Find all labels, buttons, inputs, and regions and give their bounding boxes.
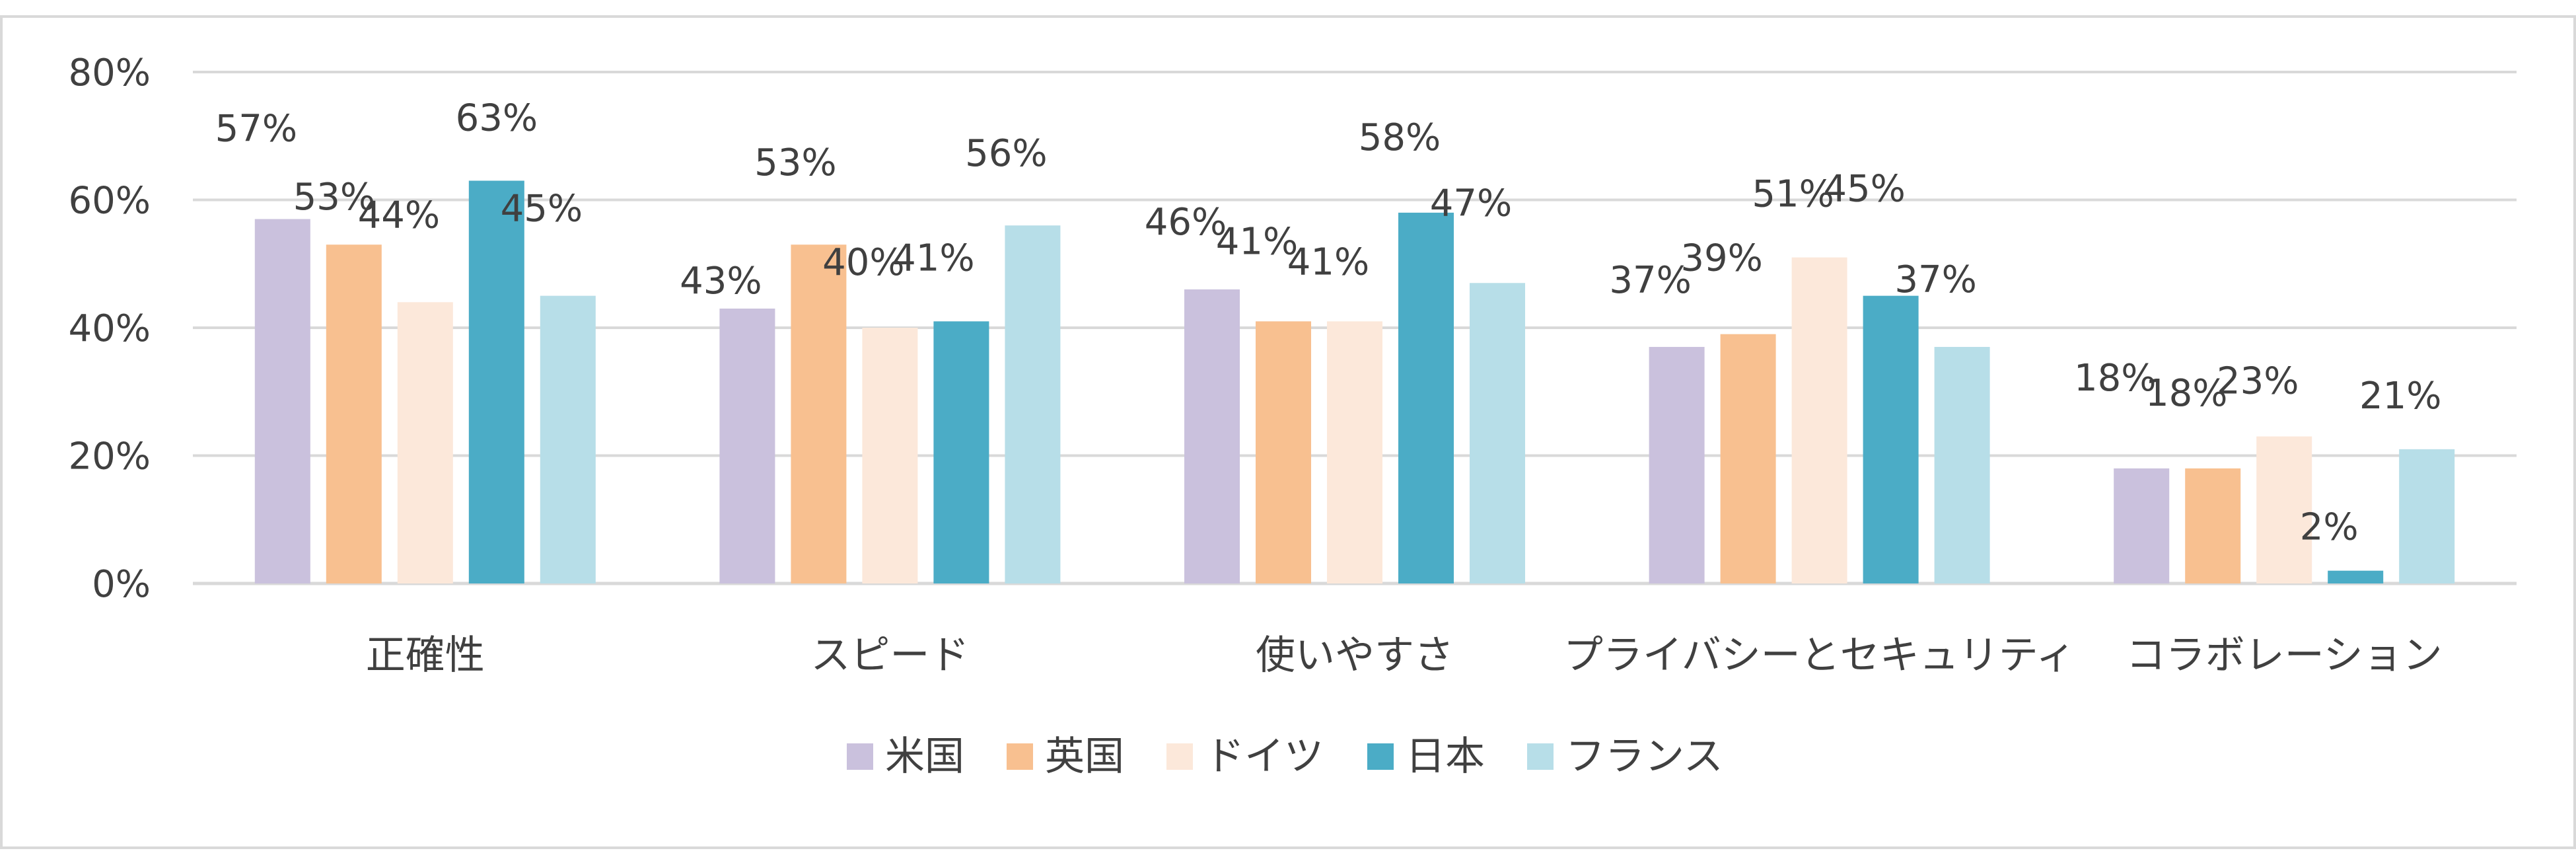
bar: [1256, 321, 1311, 583]
bar: [2185, 468, 2241, 583]
data-label: 57%: [215, 108, 297, 151]
y-tick-label: 80%: [69, 52, 151, 94]
legend-label: 米国: [885, 733, 964, 780]
legend-label: 英国: [1045, 733, 1124, 780]
data-label: 18%: [2074, 357, 2156, 400]
bar: [468, 180, 524, 584]
data-labels: 57%53%44%63%45%43%53%40%41%56%46%41%41%5…: [215, 96, 2442, 548]
bar: [2328, 570, 2384, 583]
x-tick-label: コラボレーション: [2126, 632, 2443, 679]
legend-item: フランス: [1527, 733, 1723, 780]
data-label: 56%: [965, 132, 1047, 175]
bar: [397, 302, 453, 583]
bar: [862, 328, 918, 583]
data-label: 43%: [680, 260, 762, 303]
bar: [1934, 347, 1990, 583]
legend-swatch: [1527, 743, 1554, 770]
data-label: 23%: [2217, 359, 2299, 402]
legend-item: 英国: [1007, 733, 1124, 780]
data-label: 39%: [1680, 237, 1762, 280]
legend-label: 日本: [1406, 733, 1485, 780]
bar: [2114, 468, 2170, 583]
legend-swatch: [1007, 743, 1033, 770]
data-label: 51%: [1752, 173, 1834, 216]
data-label: 58%: [1359, 116, 1441, 159]
bar: [791, 244, 847, 584]
legend-item: ドイツ: [1166, 733, 1324, 780]
legend: 米国 英国 ドイツ 日本 フランス: [847, 733, 1723, 780]
x-axis: 正確性 スピード 使いやすさ プライバシーとセキュリティ コラボレーション: [366, 632, 2443, 679]
x-tick-label: 使いやすさ: [1256, 632, 1454, 679]
data-label: 41%: [892, 237, 974, 280]
x-tick-label: プライバシーとセキュリティ: [1563, 632, 2075, 679]
bar: [1327, 321, 1382, 583]
x-tick-label: 正確性: [366, 632, 485, 679]
data-label: 2%: [2300, 506, 2359, 549]
y-tick-label: 40%: [69, 307, 151, 350]
bar: [1005, 225, 1061, 583]
bar: [1863, 295, 1919, 583]
data-label: 41%: [1216, 220, 1298, 263]
data-label: 45%: [501, 188, 583, 231]
bar: [1649, 347, 1705, 583]
legend-label: フランス: [1565, 733, 1723, 780]
y-axis: 0% 20% 40% 60% 80%: [69, 52, 151, 606]
data-label: 44%: [358, 194, 440, 237]
bar: [1184, 289, 1240, 583]
legend-item: 米国: [847, 733, 964, 780]
legend-swatch: [847, 743, 873, 770]
bar: [1398, 212, 1454, 584]
bar: [1791, 257, 1847, 583]
x-tick-label: スピード: [810, 632, 969, 679]
bar: [540, 295, 596, 583]
legend-swatch: [1166, 743, 1193, 770]
data-label: 37%: [1894, 258, 1976, 301]
data-label: 46%: [1145, 201, 1227, 244]
bars: [254, 180, 2455, 584]
bar: [2256, 436, 2312, 583]
bar: [2399, 449, 2455, 583]
bar: [326, 244, 382, 584]
y-tick-label: 20%: [69, 435, 151, 478]
data-label: 53%: [754, 141, 836, 184]
bar: [1720, 334, 1776, 583]
bar: [719, 308, 775, 583]
data-label: 40%: [822, 241, 904, 284]
data-label: 21%: [2359, 375, 2441, 418]
y-tick-label: 60%: [69, 180, 151, 223]
data-label: 63%: [456, 96, 538, 139]
y-tick-label: 0%: [92, 563, 151, 606]
legend-label: ドイツ: [1205, 733, 1324, 780]
bar: [254, 219, 310, 583]
data-label: 37%: [1609, 259, 1691, 302]
legend-swatch: [1367, 743, 1394, 770]
bar: [933, 321, 989, 583]
bar: [1470, 283, 1525, 583]
data-label: 45%: [1823, 168, 1905, 211]
data-label: 41%: [1287, 241, 1369, 283]
legend-item: 日本: [1367, 733, 1485, 780]
data-label: 53%: [293, 176, 375, 219]
data-label: 47%: [1430, 182, 1512, 225]
data-label: 18%: [2145, 372, 2227, 415]
